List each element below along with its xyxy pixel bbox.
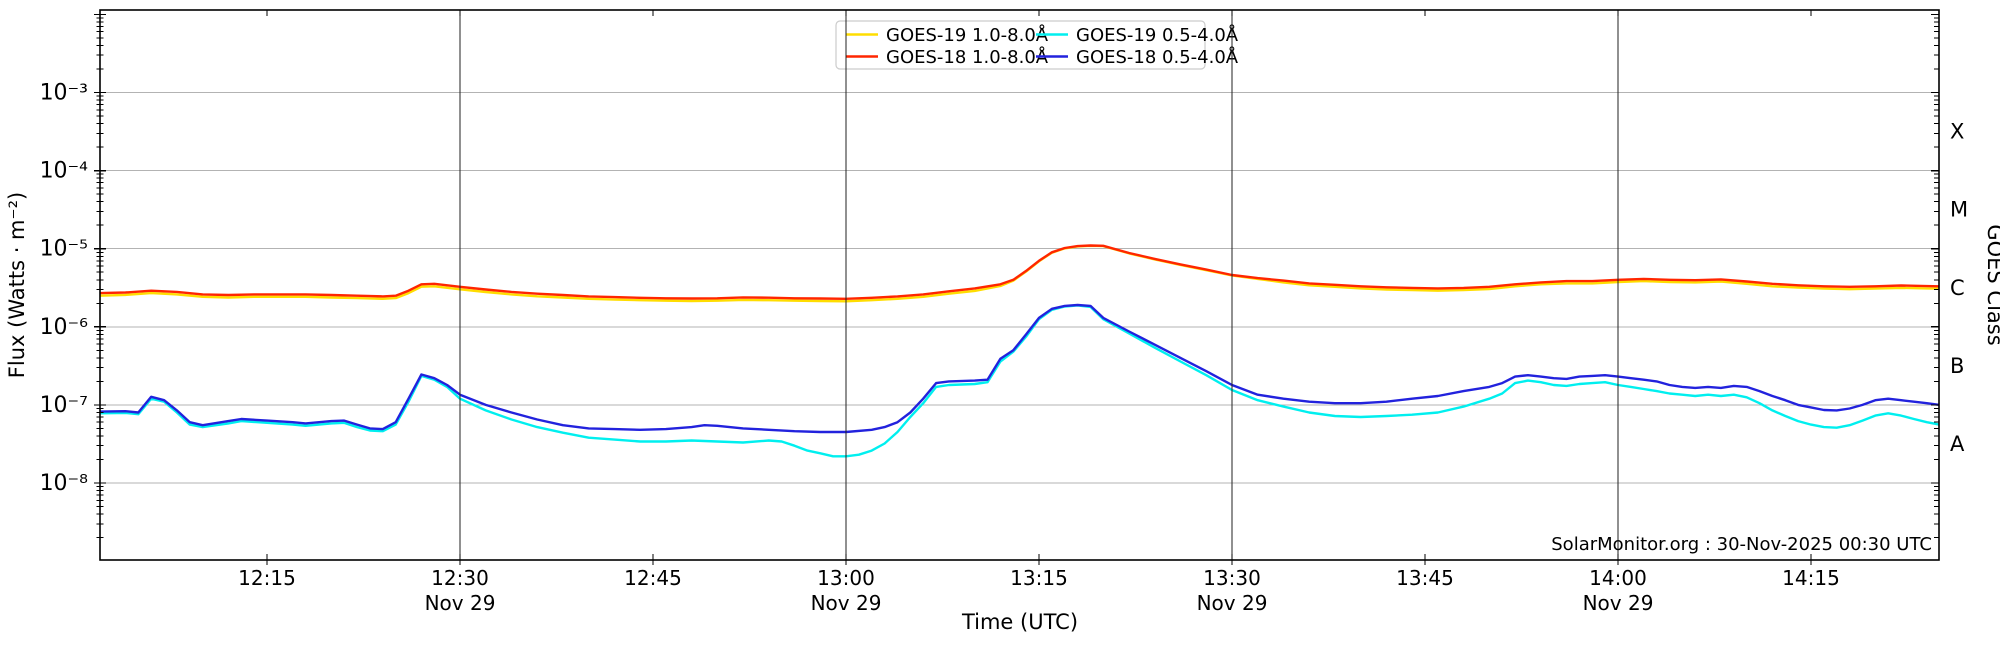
curve-goes-18-0-5-4-0- xyxy=(100,303,1939,434)
x-tick-label-12:15: 12:15 xyxy=(238,566,296,590)
x-date-label-13:30: Nov 29 xyxy=(1197,591,1268,615)
y-axis-title-right: GOES Class xyxy=(1983,224,2000,345)
goes-class-M: M xyxy=(1950,198,1968,222)
x-tick-label-12:30: 12:30 xyxy=(431,566,489,590)
x-tick-label-13:45: 13:45 xyxy=(1396,566,1454,590)
x-tick-label-14:00: 14:00 xyxy=(1589,566,1647,590)
x-axis-title: Time (UTC) xyxy=(961,610,1078,634)
x-date-label-13:00: Nov 29 xyxy=(811,591,882,615)
curve-goes-18-1-0-8-0- xyxy=(100,244,1939,300)
goes-class-B: B xyxy=(1950,354,1964,378)
plot-border xyxy=(99,9,1940,561)
curve-goes-19-0-5-4-0- xyxy=(100,304,1939,458)
y-tick-label-1e-6: 10⁻⁶ xyxy=(40,315,89,340)
watermark-text: SolarMonitor.org : 30-Nov-2025 00:30 UTC xyxy=(1551,534,1932,555)
x-date-label-14:00: Nov 29 xyxy=(1583,591,1654,615)
decade-gridlines xyxy=(100,92,1939,484)
legend-label-goes18-short: GOES-18 0.5-4.0Å xyxy=(1076,46,1239,68)
y-axis-title-left: Flux (Watts · m⁻²) xyxy=(5,192,29,378)
legend-label-goes19-short: GOES-19 0.5-4.0Å xyxy=(1076,24,1239,46)
legend-box xyxy=(835,20,1206,70)
legend-label-goes18-long: GOES-18 1.0-8.0Å xyxy=(886,46,1049,68)
day-marker-lines xyxy=(459,10,1619,560)
x-date-label-12:30: Nov 29 xyxy=(425,591,496,615)
y-tick-label-1e-5: 10⁻⁵ xyxy=(40,237,88,262)
y-tick-label-1e-8: 10⁻⁸ xyxy=(40,471,89,496)
legend-label-goes19-long: GOES-19 1.0-8.0Å xyxy=(886,24,1049,46)
goes-class-X: X xyxy=(1950,120,1964,144)
x-tick-label-14:15: 14:15 xyxy=(1782,566,1840,590)
y-tick-label-1e-4: 10⁻⁴ xyxy=(40,159,89,184)
goes-class-C: C xyxy=(1950,276,1965,300)
flux-curves xyxy=(100,244,1939,458)
x-tick-label-12:45: 12:45 xyxy=(624,566,682,590)
x-tick-label-13:30: 13:30 xyxy=(1203,566,1261,590)
legend: GOES-19 1.0-8.0Å GOES-18 1.0-8.0Å GOES-1… xyxy=(835,20,1239,70)
axis-ticks xyxy=(94,10,1939,565)
goes-class-A: A xyxy=(1950,432,1965,456)
y-axis-tick-labels: 10⁻³ 10⁻⁴ 10⁻⁵ 10⁻⁶ 10⁻⁷ 10⁻⁸ xyxy=(40,81,89,497)
x-tick-label-13:00: 13:00 xyxy=(817,566,875,590)
curve-goes-19-1-0-8-0- xyxy=(100,244,1939,303)
goes-class-letters: X M C B A xyxy=(1950,120,1968,456)
x-tick-label-13:15: 13:15 xyxy=(1010,566,1068,590)
y-tick-label-1e-7: 10⁻⁷ xyxy=(40,393,88,418)
y-tick-label-1e-3: 10⁻³ xyxy=(40,81,88,106)
